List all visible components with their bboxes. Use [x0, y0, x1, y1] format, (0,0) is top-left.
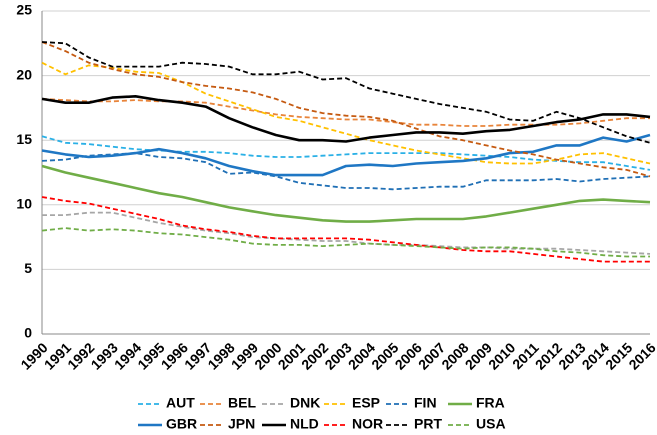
y-tick-label: 5	[24, 260, 32, 276]
series-line	[41, 227, 650, 258]
series-line	[41, 41, 651, 178]
legend-label: NOR	[352, 416, 383, 432]
series-line	[41, 95, 651, 143]
x-tick-label: 2016	[625, 339, 657, 372]
series-line	[41, 61, 651, 165]
series-line	[41, 133, 651, 177]
legend-label: PRT	[414, 416, 442, 432]
legend-label: NLD	[290, 416, 319, 432]
series-line	[41, 196, 650, 263]
legend-label: GBR	[166, 416, 197, 432]
legend-label: FRA	[476, 395, 505, 411]
legend-label: USA	[476, 416, 506, 432]
legend-label: DNK	[290, 395, 320, 411]
legend-label: FIN	[414, 395, 437, 411]
series-line	[41, 152, 651, 191]
y-tick-label: 25	[16, 2, 32, 18]
legend-label: AUT	[166, 395, 195, 411]
y-tick-label: 10	[16, 196, 32, 212]
y-tick-label: 0	[24, 325, 32, 341]
legend-label: JPN	[228, 416, 255, 432]
y-tick-label: 20	[16, 66, 32, 82]
series-line	[41, 41, 651, 144]
series-line	[41, 135, 651, 171]
legend-label: ESP	[352, 395, 380, 411]
legend-label: BEL	[228, 395, 256, 411]
series-line	[41, 164, 651, 223]
y-tick-label: 15	[16, 131, 32, 147]
series-line	[42, 211, 651, 255]
